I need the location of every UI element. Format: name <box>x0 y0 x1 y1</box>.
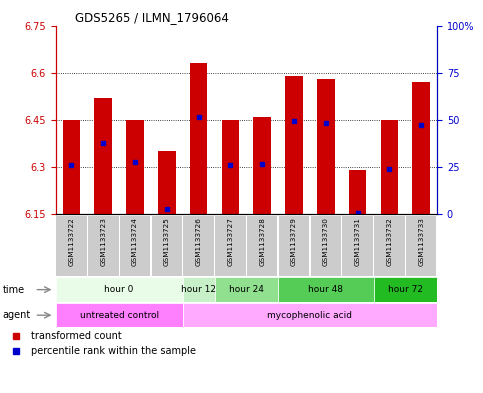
Bar <box>373 277 437 302</box>
Bar <box>254 117 271 214</box>
Bar <box>317 79 335 214</box>
Text: percentile rank within the sample: percentile rank within the sample <box>31 346 196 356</box>
Bar <box>406 216 437 275</box>
Text: GSM1133723: GSM1133723 <box>100 217 106 266</box>
Bar <box>215 216 246 275</box>
Text: GSM1133727: GSM1133727 <box>227 217 233 266</box>
Bar <box>349 170 367 214</box>
Bar <box>183 277 214 302</box>
Text: GSM1133731: GSM1133731 <box>355 217 361 266</box>
Text: transformed count: transformed count <box>31 331 122 341</box>
Text: hour 0: hour 0 <box>104 285 134 294</box>
Bar <box>190 63 207 214</box>
Text: agent: agent <box>3 310 31 320</box>
Bar <box>285 76 303 214</box>
Text: time: time <box>3 285 25 295</box>
Bar <box>214 277 278 302</box>
Text: GSM1133722: GSM1133722 <box>69 217 74 266</box>
Text: GSM1133732: GSM1133732 <box>386 217 392 266</box>
Bar <box>279 216 309 275</box>
Text: GSM1133730: GSM1133730 <box>323 217 329 266</box>
Text: mycophenolic acid: mycophenolic acid <box>268 311 353 320</box>
Text: GSM1133733: GSM1133733 <box>418 217 424 266</box>
Bar <box>56 303 183 327</box>
Text: hour 12: hour 12 <box>181 285 216 294</box>
Bar <box>183 303 437 327</box>
Bar <box>88 216 118 275</box>
Text: GDS5265 / ILMN_1796064: GDS5265 / ILMN_1796064 <box>75 11 228 24</box>
Bar <box>126 120 144 214</box>
Bar <box>158 151 176 214</box>
Text: GSM1133729: GSM1133729 <box>291 217 297 266</box>
Text: hour 48: hour 48 <box>308 285 343 294</box>
Text: GSM1133726: GSM1133726 <box>196 217 201 266</box>
Bar <box>56 216 87 275</box>
Text: hour 72: hour 72 <box>388 285 423 294</box>
Bar <box>56 277 183 302</box>
Text: GSM1133725: GSM1133725 <box>164 217 170 266</box>
Text: GSM1133728: GSM1133728 <box>259 217 265 266</box>
Text: hour 24: hour 24 <box>229 285 264 294</box>
Bar <box>412 82 430 214</box>
Bar <box>374 216 405 275</box>
Bar <box>95 98 112 214</box>
Bar <box>342 216 373 275</box>
Text: GSM1133724: GSM1133724 <box>132 217 138 266</box>
Bar <box>152 216 182 275</box>
Bar <box>381 120 398 214</box>
Bar <box>278 277 373 302</box>
Bar <box>63 120 80 214</box>
Bar <box>247 216 278 275</box>
Bar <box>222 120 239 214</box>
Bar <box>311 216 341 275</box>
Bar <box>120 216 150 275</box>
Text: untreated control: untreated control <box>80 311 159 320</box>
Bar <box>184 216 214 275</box>
